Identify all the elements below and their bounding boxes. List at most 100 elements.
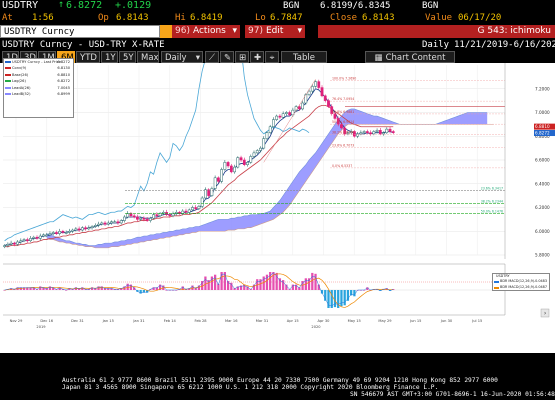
range-max-button[interactable]: Max <box>137 51 159 63</box>
range-5y-button[interactable]: 5Y <box>119 51 136 63</box>
candle-body <box>16 241 19 245</box>
candle-body <box>158 213 162 217</box>
ticker: USDTRY <box>2 0 39 11</box>
macd-histogram-bar <box>343 290 346 306</box>
chart-legend[interactable]: USDTRY Curncy - Last Price 6.8272 Conv(9)… <box>3 58 74 118</box>
candle-body <box>388 128 392 132</box>
candle-body <box>178 212 181 214</box>
time-tick-label: Jul 15 <box>471 319 482 323</box>
candle-body <box>378 130 382 135</box>
candle-body <box>84 227 87 230</box>
candle-body <box>106 222 110 225</box>
candle-body <box>346 132 350 135</box>
candle-body <box>197 206 201 209</box>
legend-entry-2: Base(26) 6.8810 <box>4 72 73 78</box>
candle-body <box>9 242 13 245</box>
range-1y-button[interactable]: 1Y <box>101 51 118 63</box>
macd-histogram-bar <box>100 286 103 290</box>
chart-content-button[interactable]: ▦ Chart Content <box>365 51 455 63</box>
range-ytd-button[interactable]: YTD <box>76 51 100 63</box>
candle-body <box>249 156 253 163</box>
value-date: 06/17/20 <box>458 13 502 23</box>
macd-histogram-bar <box>171 290 175 291</box>
macd-histogram-bar <box>285 284 288 290</box>
macd-histogram-bar <box>350 290 353 296</box>
cloud-area <box>46 108 488 248</box>
macd-histogram-bar <box>275 272 278 290</box>
candle-body <box>359 132 363 135</box>
actions-label: Actions <box>192 26 226 36</box>
macd-histogram-bar <box>236 286 239 290</box>
price-chart[interactable]: 100.0% 7.2690 76.4% 7.0954 61.8% 6.9881 50.… <box>0 63 555 353</box>
annotate-icon[interactable]: ✚ <box>250 51 264 63</box>
candle-body <box>333 113 337 119</box>
candle-body <box>35 236 39 239</box>
candle-body <box>226 162 230 167</box>
macd-histogram-bar <box>223 272 226 290</box>
candle-body <box>51 232 55 234</box>
candle-body <box>242 159 246 165</box>
scroll-right-arrow-icon: › <box>543 310 547 317</box>
time-tick-label: Dec 31 <box>71 319 84 323</box>
candle-body <box>239 157 243 161</box>
chart-content-label: Chart Content <box>385 53 446 63</box>
candle-body <box>233 166 236 173</box>
at-label: At <box>2 13 13 23</box>
candle-body <box>365 131 369 133</box>
candle-body <box>113 221 117 223</box>
macd-histogram-bar <box>61 289 65 290</box>
last-price-tag-label: 6.8272 <box>535 131 550 136</box>
candle-body <box>187 209 191 213</box>
candle-body <box>255 150 259 154</box>
macd-histogram-bar <box>207 280 210 290</box>
frequency-select[interactable]: Daily ▾ <box>161 51 203 63</box>
fib-lower-label: 38.2% 6.2344 <box>481 199 503 203</box>
legend-entry-5: LeadB(52) 6.8999 <box>4 91 73 97</box>
macd-legend[interactable]: USDTRY BDR MACD(12,26,9) -0.0483 BDR MACD… <box>492 273 550 291</box>
macd-histogram-bar <box>359 290 363 291</box>
macd-histogram-bar <box>353 290 356 297</box>
actions-menu-button[interactable]: 96) Actions ▾ <box>172 25 240 38</box>
macd-histogram-bar <box>233 288 236 290</box>
macd-histogram-bar <box>197 285 201 290</box>
macd-histogram-bar <box>194 288 197 290</box>
candle-body <box>340 124 343 129</box>
fibonacci-levels: 100.0% 7.2690 76.4% 7.0954 61.8% 6.9881 50.… <box>125 77 505 215</box>
base-line-tag-label: 6.8810 <box>535 124 550 129</box>
macd-panel <box>3 263 555 315</box>
quote-line-1: USDTRY ↑ 6.8272 +.0129 BGN 6.8199/6.8345… <box>0 0 555 12</box>
macd-histogram-bar <box>120 288 123 290</box>
footer-contacts-1: Australia 61 2 9777 8600 Brazil 5511 239… <box>62 377 498 384</box>
edit-menu-button[interactable]: 97) Edit ▾ <box>245 25 305 38</box>
macd-histogram-bar <box>181 286 184 290</box>
macd-histogram-bar <box>52 287 55 290</box>
footer: Australia 61 2 9777 8600 Brazil 5511 239… <box>0 376 555 400</box>
macd-histogram-bar <box>327 290 330 308</box>
candle-body <box>71 229 75 232</box>
crosshair-icon[interactable]: ⌖ <box>265 51 279 63</box>
price-tick-label: 6.0000 <box>535 229 550 234</box>
fib-level-label: 61.8% 6.9881 <box>332 110 354 114</box>
macd-histogram-bar <box>333 290 337 308</box>
net-change: +.0129 <box>115 0 152 11</box>
candle-body <box>6 244 10 246</box>
macd-histogram-bar <box>175 290 178 291</box>
draw-tools-icon[interactable]: ✎ <box>220 51 234 63</box>
line-chart-icon[interactable]: ⟋ <box>205 51 219 63</box>
candle-body <box>90 226 94 228</box>
quote-line-2: At 1:56 Op 6.8143 Hi 6.8419 Lo 6.7847 Cl… <box>0 12 555 24</box>
candle-body <box>38 235 42 239</box>
fib-level-label: 50.0% 6.9014 <box>332 120 354 124</box>
zoom-icon[interactable]: ⊞ <box>235 51 249 63</box>
macd-histogram-bar <box>259 279 262 290</box>
macd-histogram-bar <box>13 289 16 290</box>
macd-histogram-bar <box>126 283 129 290</box>
bgn-label: BGN <box>283 1 300 11</box>
macd-histogram-bar <box>346 290 350 301</box>
time-tick-label: Jan 31 <box>132 319 144 323</box>
candle-body <box>291 109 295 116</box>
time-tick-label: Mar 16 <box>225 319 238 323</box>
table-button[interactable]: Table <box>281 51 327 63</box>
candle-body <box>268 126 272 133</box>
security-field[interactable]: USDTRY Curncy <box>0 25 160 38</box>
